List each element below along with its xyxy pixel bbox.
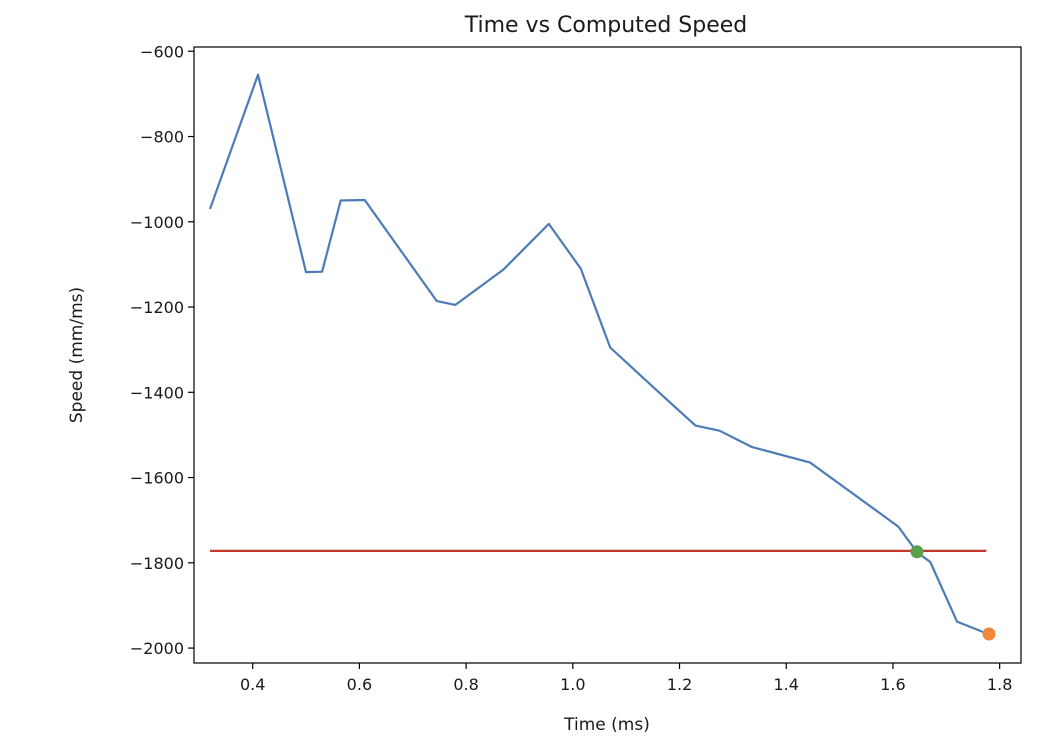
x-axis-label: Time (ms) (563, 715, 650, 735)
x-tick-label: 1.8 (987, 675, 1012, 694)
x-tick-label: 1.2 (667, 675, 692, 694)
x-tick-label: 1.4 (774, 675, 799, 694)
y-tick-label: −1600 (130, 469, 184, 488)
x-tick-label: 1.6 (880, 675, 905, 694)
y-axis-label: Speed (mm/ms) (67, 287, 87, 423)
x-tick-label: 0.4 (240, 675, 265, 694)
y-tick-label: −1400 (130, 383, 184, 402)
y-tick-label: −1800 (130, 554, 184, 573)
series-3-point (982, 627, 996, 641)
speed-line (208, 73, 990, 636)
series-layer (208, 73, 996, 641)
x-tick-label: 0.6 (347, 675, 372, 694)
y-tick-label: −2000 (130, 639, 184, 658)
plot-area-frame (193, 46, 1022, 664)
chart-title: Time vs Computed Speed (464, 13, 748, 38)
y-axis: −600 −800 −1000 −1200 −1400 −1600 −1800 −2000 (130, 42, 194, 658)
x-tick-label: 1.0 (560, 675, 585, 694)
series-2-point (910, 545, 924, 559)
x-tick-label: 0.8 (453, 675, 478, 694)
x-axis: 0.4 0.6 0.8 1.0 1.2 1.4 1.6 1.8 (240, 663, 1012, 694)
y-tick-label: −1200 (130, 298, 184, 317)
y-tick-label: −800 (140, 128, 184, 147)
y-tick-label: −1000 (130, 213, 184, 232)
y-tick-label: −600 (140, 42, 184, 61)
